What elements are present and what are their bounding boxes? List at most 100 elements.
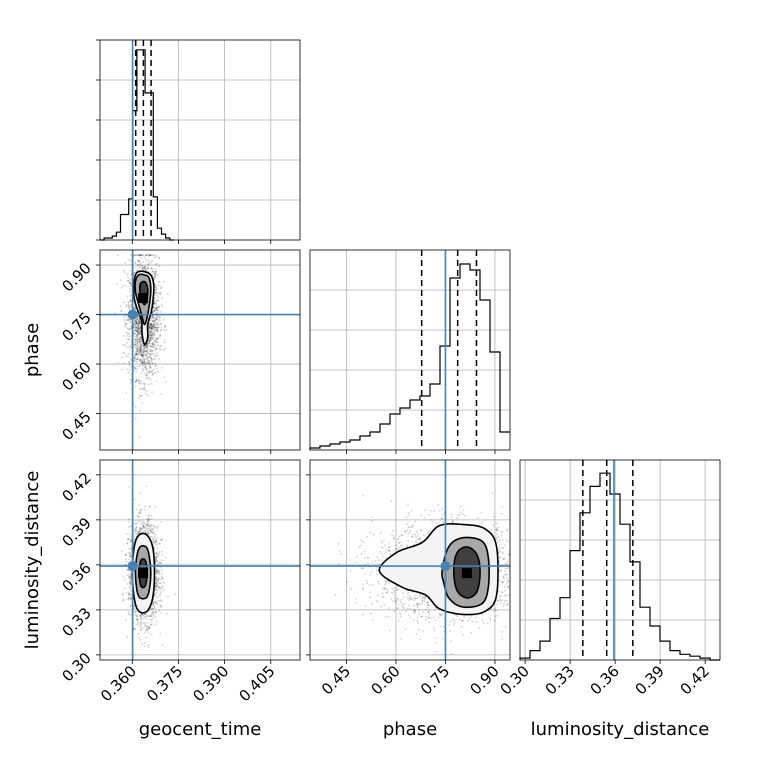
sample-point [415,541,418,544]
sample-point [121,356,124,359]
sample-point [124,554,127,557]
sample-point [142,267,145,270]
sample-point [129,582,132,585]
sample-point [144,632,146,634]
sample-point [160,612,163,614]
sample-point [141,340,143,343]
sample-point [135,327,137,329]
sample-point [142,358,145,360]
sample-point [142,350,145,353]
sample-point [156,323,159,326]
sample-point [136,264,139,266]
sample-point [127,279,130,282]
sample-point [146,356,149,359]
sample-point [141,361,144,364]
sample-point [155,307,158,310]
sample-point [154,297,157,300]
sample-point [369,531,372,534]
sample-point [531,591,533,593]
sample-point [134,320,137,323]
sample-point [141,254,143,257]
sample-point [151,350,153,353]
sample-point [143,387,146,390]
sample-point [155,291,158,294]
sample-point [126,327,129,330]
sample-point [407,526,410,529]
sample-point [144,383,147,385]
sample-point [152,331,155,333]
sample-point [151,254,154,256]
sample-point [149,324,151,326]
sample-point [154,326,157,328]
sample-point [129,290,132,293]
sample-point [151,611,153,614]
sample-point [150,322,153,324]
sample-point [145,624,148,627]
sample-point [451,521,454,524]
sample-point [422,610,424,613]
sample-point [150,317,153,320]
sample-point [127,569,130,572]
y-tick-label: 0.90 [58,259,94,295]
sample-point [126,533,128,535]
sample-point [134,323,136,326]
sample-point [135,320,137,323]
sample-point [120,286,123,289]
sample-point [152,344,155,346]
sample-point [494,609,497,612]
sample-point [155,620,158,623]
sample-point [152,310,155,313]
sample-point [143,256,146,259]
sample-point [129,593,132,596]
sample-point [151,271,154,273]
sample-point [129,553,132,556]
sample-point [151,369,154,372]
sample-point [149,323,152,326]
sample-point [355,597,358,600]
sample-point [148,334,151,337]
sample-point [140,348,143,351]
sample-point [139,512,141,514]
sample-point [149,525,151,528]
sample-point [126,542,128,545]
sample-point [159,594,162,597]
sample-point [137,328,140,331]
sample-point [153,600,156,603]
sample-point [153,256,156,259]
sample-point [142,355,144,357]
sample-point [137,531,140,534]
sample-point [386,548,389,551]
sample-point [156,583,159,586]
sample-point [150,633,153,636]
sample-point [135,352,138,355]
sample-point [140,613,143,616]
sample-point [513,611,515,613]
sample-point [136,345,138,347]
sample-point [155,585,158,588]
y-tick-label: 0.75 [58,309,94,345]
sample-point [156,307,159,310]
sample-point [142,354,144,357]
sample-point [136,322,139,325]
sample-point [500,599,503,601]
sample-point [141,353,144,356]
sample-point [148,518,150,521]
sample-point [139,395,142,397]
sample-point [158,586,160,589]
sample-point [116,254,119,257]
sample-point [155,307,158,309]
y-tick-label: 0.60 [58,358,94,394]
sample-point [383,539,385,542]
sample-point [158,542,161,545]
sample-point [149,531,152,534]
sample-point [136,336,139,338]
sample-point [135,321,138,324]
sample-point [147,361,150,364]
sample-point [155,571,158,574]
sample-point [495,522,498,525]
sample-point [127,328,130,331]
sample-point [153,300,156,303]
sample-point [151,316,154,319]
sample-point [144,269,147,272]
sample-point [126,635,129,638]
